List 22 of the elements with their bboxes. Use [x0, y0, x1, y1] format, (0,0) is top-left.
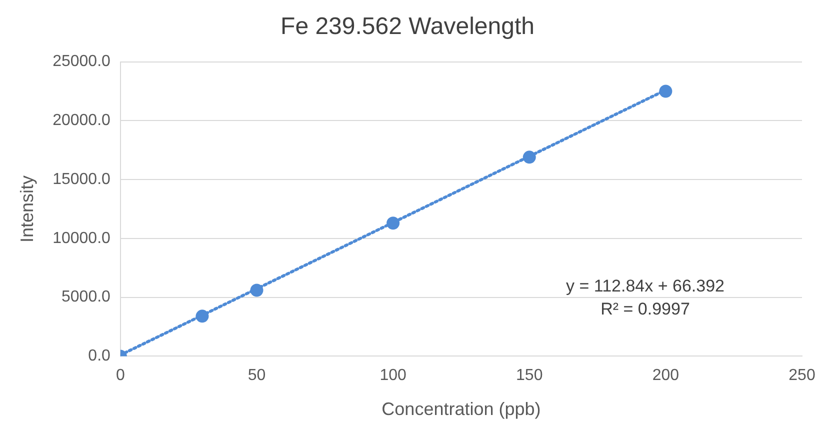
y-tick-label: 0.0 — [88, 348, 111, 365]
x-tick-label: 150 — [516, 367, 543, 384]
y-tick-label: 15000.0 — [52, 170, 111, 188]
point — [196, 310, 209, 323]
y-tick-label: 20000.0 — [52, 112, 111, 130]
x-tick-label: 200 — [652, 367, 680, 384]
point — [250, 284, 264, 297]
x-axis-title: Concentration (ppb) — [382, 399, 541, 420]
y-axis-title: Intensity — [16, 175, 37, 243]
point — [659, 84, 672, 98]
point — [386, 216, 400, 230]
x-tick-label: 250 — [788, 367, 816, 384]
x-tick-label: 50 — [248, 367, 266, 384]
annotation: y = 112.84x + 66.392 — [566, 276, 724, 296]
chart-title: Fe 239.562 Wavelength — [280, 13, 534, 40]
y-tick-label: 10000.0 — [52, 230, 111, 247]
x-tick-label: 100 — [380, 367, 407, 384]
x-tick-label: 0 — [116, 367, 125, 384]
y-tick-label: 5000.0 — [62, 288, 111, 306]
point — [522, 150, 536, 164]
annotation: R² = 0.9997 — [600, 299, 690, 318]
y-tick-label: 25000.0 — [52, 53, 111, 70]
